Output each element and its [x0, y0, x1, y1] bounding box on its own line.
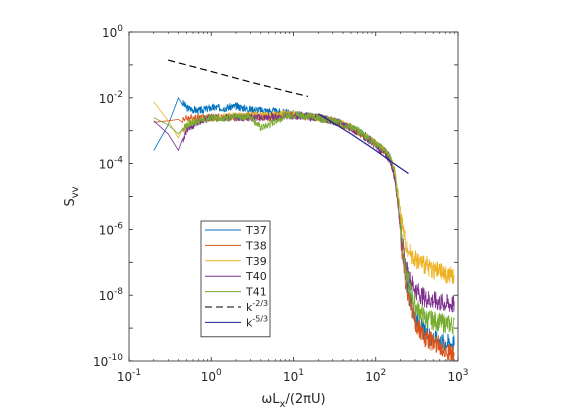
x-label-text-tail: /(2πU): [285, 392, 325, 407]
legend-label-exp: -2/3: [252, 299, 268, 308]
plot-area: [129, 32, 458, 361]
x-tick-exp: 3: [463, 368, 469, 378]
y-label-subscript: vv: [70, 186, 81, 198]
x-tick-exp: 2: [381, 368, 387, 378]
legend-label: T39: [245, 255, 267, 268]
y-label-text: S: [63, 198, 78, 206]
x-label-subscript: x: [280, 399, 286, 410]
y-tick-label: 10-4: [99, 156, 124, 172]
series-layer: [153, 59, 455, 361]
legend-label: k-2/3: [246, 299, 268, 314]
y-tick-exp: -4: [114, 156, 123, 166]
x-tick-base: 10: [447, 370, 462, 384]
y-tick-base: 10: [99, 92, 114, 106]
y-tick-base: 10: [99, 223, 114, 237]
y-tick-label: 10-6: [99, 221, 124, 237]
series-line-k-2-3: [168, 59, 309, 97]
legend-label-base: k: [246, 316, 253, 329]
x-tick-base: 10: [365, 370, 380, 384]
y-tick-base: 10: [93, 355, 108, 369]
legend-label: T41: [245, 286, 267, 299]
y-tick-label: 100: [102, 24, 123, 40]
x-tick-exp: -1: [132, 368, 141, 378]
legend-label-exp: -5/3: [252, 314, 268, 323]
legend-label: T40: [245, 270, 267, 283]
x-tick-label: 103: [447, 368, 468, 384]
x-label-text: ωL: [261, 392, 280, 407]
x-axis-label: ωLx/(2πU): [261, 392, 325, 410]
x-tick-base: 10: [117, 370, 132, 384]
y-tick-base: 10: [102, 26, 117, 40]
y-axis-label: Svv: [63, 186, 81, 206]
y-tick-exp: -2: [114, 90, 123, 100]
legend-box: [200, 220, 271, 338]
x-tick-label: 101: [283, 368, 304, 384]
series-line-k-5-3: [317, 113, 409, 174]
y-tick-exp: -10: [108, 353, 123, 363]
x-tick-base: 10: [283, 370, 298, 384]
x-tick-label: 102: [365, 368, 386, 384]
legend-label: k-5/3: [246, 314, 268, 329]
x-tick-exp: 0: [216, 368, 222, 378]
y-tick-label: 10-2: [99, 90, 123, 106]
y-tick-base: 10: [99, 158, 114, 172]
x-tick-base: 10: [201, 370, 216, 384]
x-tick-label: 100: [201, 368, 222, 384]
legend-label: T37: [245, 224, 267, 237]
x-tick-label: 10-1: [117, 368, 141, 384]
y-tick-label: 10-10: [93, 353, 123, 369]
series-line-t41: [153, 111, 455, 335]
y-tick-label: 10-8: [99, 287, 124, 303]
legend-label-base: T41: [245, 286, 267, 299]
legend-label-base: T39: [245, 255, 267, 268]
labels-layer: ωLx/(2πU) Svv: [63, 186, 326, 410]
y-tick-exp: -6: [114, 221, 123, 231]
legend-label-base: T37: [245, 224, 267, 237]
legend-label: T38: [245, 239, 267, 252]
legend-label-base: T40: [245, 270, 267, 283]
y-tick-base: 10: [99, 289, 114, 303]
legend-label-base: k: [246, 301, 253, 314]
x-tick-exp: 1: [298, 368, 304, 378]
legend-label-base: T38: [245, 239, 267, 252]
y-tick-exp: 0: [117, 24, 123, 34]
y-tick-exp: -8: [114, 287, 123, 297]
